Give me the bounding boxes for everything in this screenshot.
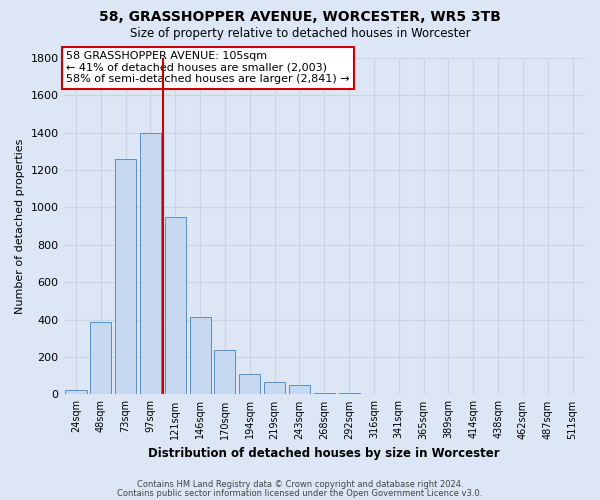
Bar (115, 158, 136, 394)
Text: Contains public sector information licensed under the Open Government Licence v3: Contains public sector information licen… (118, 488, 482, 498)
Text: Size of property relative to detached houses in Worcester: Size of property relative to detached ho… (130, 28, 470, 40)
Bar (140, 132, 161, 394)
X-axis label: Distribution of detached houses by size in Worcester: Distribution of detached houses by size … (148, 447, 500, 460)
Bar (165, 216, 186, 394)
Bar (214, 350, 235, 395)
Y-axis label: Number of detached properties: Number of detached properties (15, 138, 25, 314)
Bar (314, 392, 335, 394)
Text: Contains HM Land Registry data © Crown copyright and database right 2024.: Contains HM Land Registry data © Crown c… (137, 480, 463, 489)
Text: 58 GRASSHOPPER AVENUE: 105sqm
← 41% of detached houses are smaller (2,003)
58% o: 58 GRASSHOPPER AVENUE: 105sqm ← 41% of d… (66, 51, 350, 84)
Bar (289, 385, 310, 394)
Bar (239, 374, 260, 394)
Text: 58, GRASSHOPPER AVENUE, WORCESTER, WR5 3TB: 58, GRASSHOPPER AVENUE, WORCESTER, WR5 3… (99, 10, 501, 24)
Bar (264, 382, 285, 394)
Bar (190, 317, 211, 394)
Bar (65, 390, 86, 394)
Bar (90, 322, 112, 394)
